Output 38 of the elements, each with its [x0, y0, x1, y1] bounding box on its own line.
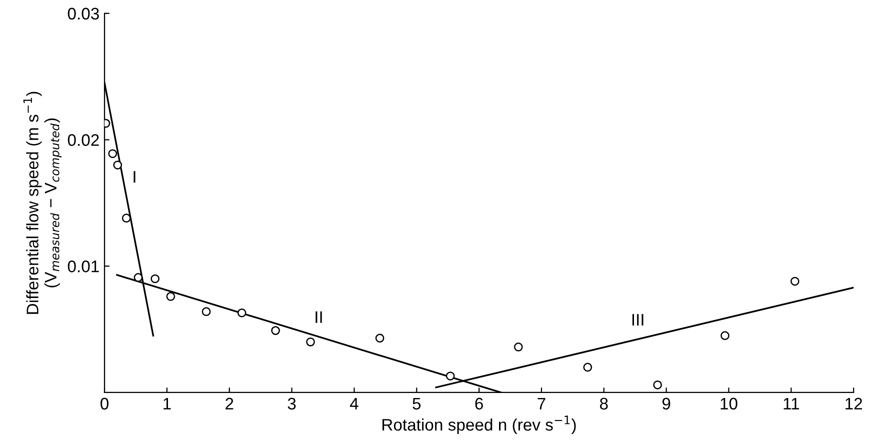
- point: [150, 274, 160, 284]
- x-axis-title: Rotation speed n (rev s$^{−1}$): [382, 416, 576, 434]
- point: [306, 338, 315, 346]
- x-tick-label: 10: [720, 398, 738, 410]
- x-tick-label: 8: [600, 398, 608, 410]
- x-tick-label: 2: [226, 398, 234, 410]
- point: [720, 331, 730, 340]
- point: [514, 342, 523, 352]
- y-tick-label: 0.02: [68, 134, 99, 146]
- point: [108, 149, 118, 158]
- x-tick-label: 4: [350, 398, 358, 410]
- x-tick-label: 12: [846, 398, 862, 410]
- point: [583, 362, 592, 372]
- point: [237, 308, 246, 318]
- point: [375, 334, 384, 343]
- y-tick-label: 0.01: [68, 260, 99, 272]
- x-tick-label: 11: [784, 398, 799, 410]
- x-tick-label: 3: [288, 398, 296, 410]
- x-tick-label: 9: [662, 398, 670, 410]
- text: Differential flow speed (m s$^{−1}$) (V$_{measured}$ − V$_{computed}$): [23, 92, 62, 314]
- annotation: II: [316, 311, 322, 323]
- point: [113, 160, 122, 170]
- x-tick-label: 1: [164, 398, 171, 410]
- point: [446, 372, 455, 380]
- x-tick-label: 5: [412, 398, 421, 410]
- point: [790, 276, 800, 286]
- point: [122, 214, 131, 223]
- x-tick-label: 0: [100, 398, 109, 410]
- point: [653, 380, 662, 390]
- point: [271, 326, 280, 335]
- x-tick-label: 6: [475, 398, 483, 410]
- annotation: I: [134, 171, 136, 183]
- point: [134, 273, 143, 282]
- point: [166, 292, 176, 301]
- point: [202, 307, 211, 316]
- annotation: III: [632, 314, 644, 326]
- y-tick-label: 0.03: [68, 8, 99, 20]
- x-tick-label: 7: [538, 398, 546, 410]
